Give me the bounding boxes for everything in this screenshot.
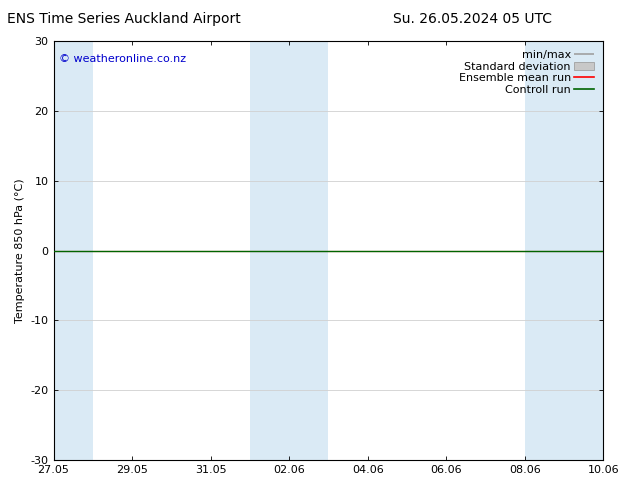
Bar (289, 41, 328, 460)
Bar (564, 41, 603, 460)
Legend: min/max, Standard deviation, Ensemble mean run, Controll run: min/max, Standard deviation, Ensemble me… (455, 47, 598, 98)
Text: © weatheronline.co.nz: © weatheronline.co.nz (59, 53, 186, 64)
Bar (525, 41, 564, 460)
Y-axis label: Temperature 850 hPa (°C): Temperature 850 hPa (°C) (15, 178, 25, 323)
Text: Su. 26.05.2024 05 UTC: Su. 26.05.2024 05 UTC (393, 12, 552, 26)
Text: ENS Time Series Auckland Airport: ENS Time Series Auckland Airport (7, 12, 241, 26)
Bar (53, 41, 93, 460)
Bar (250, 41, 289, 460)
